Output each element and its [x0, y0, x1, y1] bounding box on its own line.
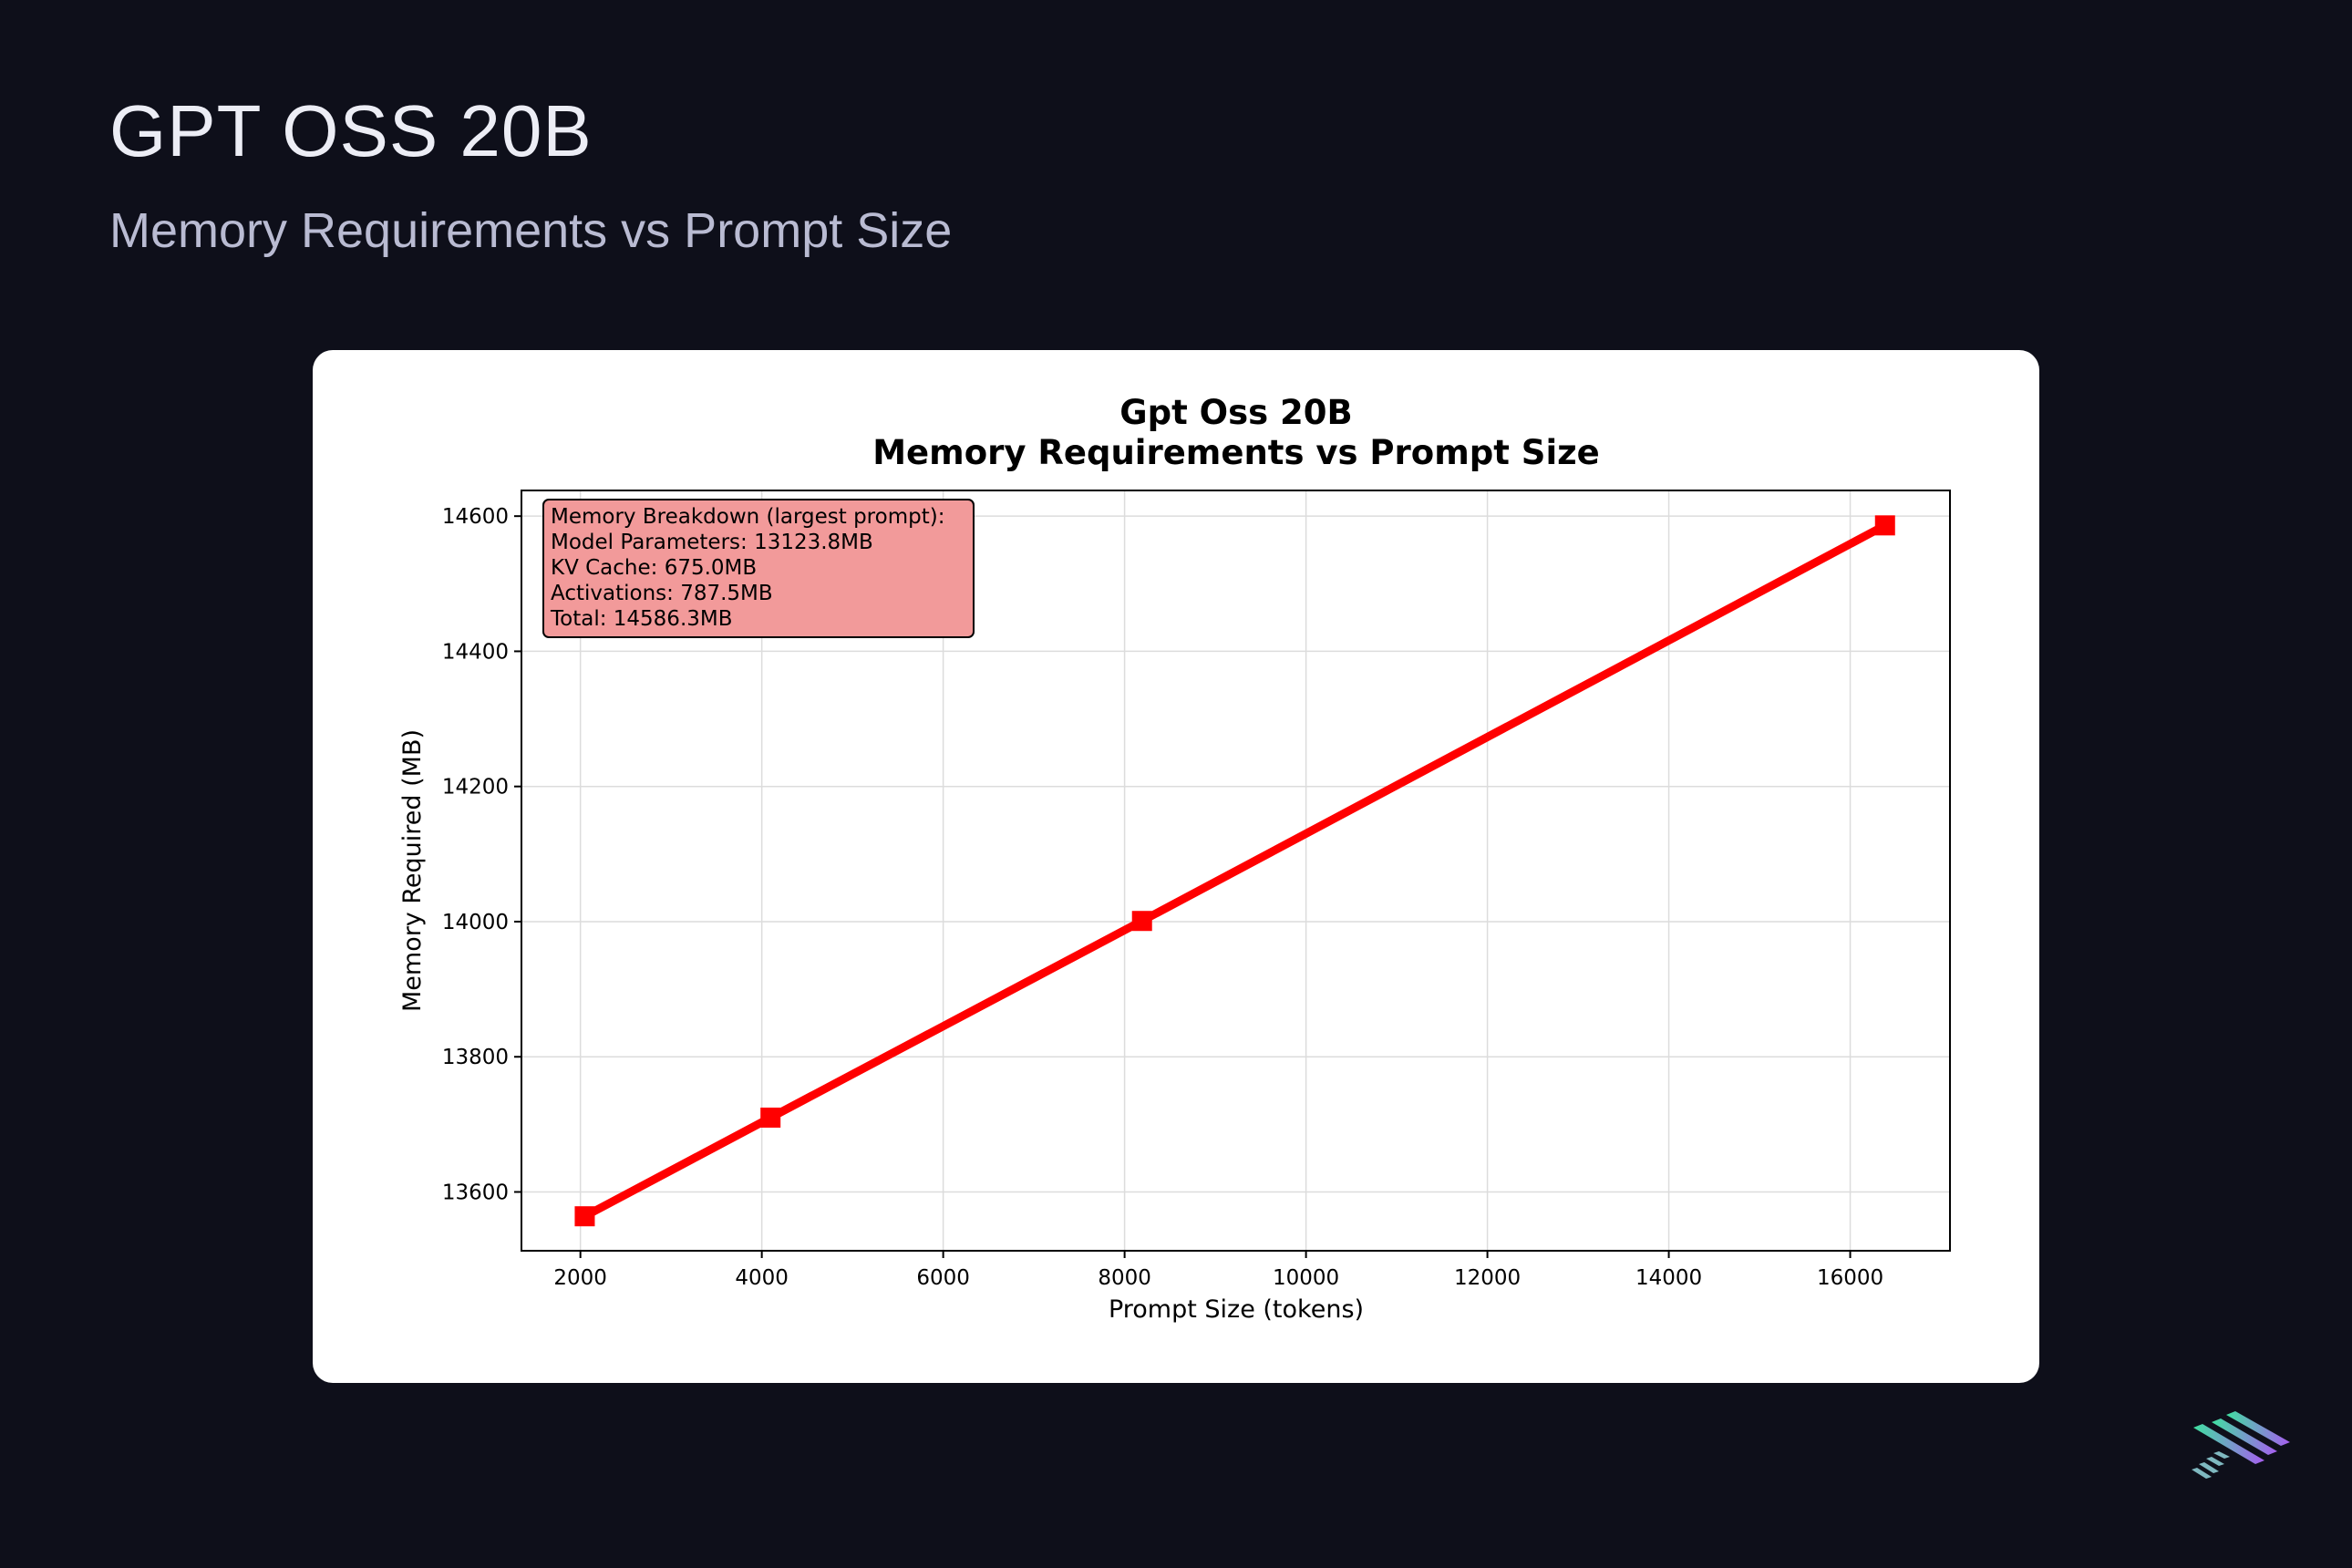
- x-axis-label: Prompt Size (tokens): [1109, 1295, 1364, 1324]
- y-tick-label: 14400: [442, 640, 509, 664]
- annotation-line-5: Total: 14586.3MB: [550, 607, 733, 631]
- page-title: GPT OSS 20B: [109, 90, 593, 171]
- x-tick-label: 12000: [1454, 1266, 1521, 1290]
- grid-layer: [521, 490, 1950, 1251]
- data-point-marker: [1874, 515, 1895, 536]
- annotation-line-2: Model Parameters: 13123.8MB: [551, 531, 873, 554]
- y-tick-label: 13800: [442, 1046, 509, 1069]
- x-tick-label: 6000: [916, 1266, 970, 1290]
- page-subtitle: Memory Requirements vs Prompt Size: [109, 203, 953, 258]
- y-tick-label: 14200: [442, 776, 509, 799]
- stripes-logo-icon: [2192, 1411, 2290, 1479]
- chart-title-line-2: Memory Requirements vs Prompt Size: [872, 433, 1600, 472]
- y-tick-label: 14000: [442, 911, 509, 934]
- annotation-line-4: Activations: 787.5MB: [551, 582, 773, 605]
- data-point-marker: [760, 1107, 781, 1128]
- y-tick-label: 14600: [442, 505, 509, 529]
- y-tick-label: 13600: [442, 1181, 509, 1205]
- x-tick-label: 4000: [735, 1266, 789, 1290]
- annotation-line-3: KV Cache: 675.0MB: [551, 556, 757, 580]
- x-tick-label: 2000: [553, 1266, 607, 1290]
- x-tick-label: 8000: [1098, 1266, 1151, 1290]
- plot-frame: [521, 490, 1951, 1252]
- y-axis-label: Memory Required (MB): [398, 729, 427, 1012]
- annotation-line-1: Memory Breakdown (largest prompt):: [551, 505, 944, 529]
- chart-title-line-1: Gpt Oss 20B: [1119, 393, 1353, 432]
- series-layer: [574, 515, 1895, 1227]
- data-point-marker: [574, 1206, 595, 1227]
- line-chart: 2000 4000 6000 8000 10000 12000 14000 16000 136…: [398, 393, 1951, 1324]
- x-tick-label: 16000: [1817, 1266, 1883, 1290]
- annotation-box: [542, 499, 975, 638]
- memory-breakdown-annotation: Memory Breakdown (largest prompt): Model…: [542, 499, 975, 638]
- x-tick-label: 10000: [1273, 1266, 1339, 1290]
- y-axis-ticks: 13600 13800 14000 14200 14400 14600: [442, 505, 521, 1205]
- series-line: [580, 521, 1890, 1221]
- chart-card: 2000 4000 6000 8000 10000 12000 14000 16000 136…: [313, 350, 2039, 1383]
- x-tick-label: 14000: [1635, 1266, 1702, 1290]
- data-point-marker: [1131, 911, 1152, 932]
- x-axis-ticks: 2000 4000 6000 8000 10000 12000 14000 16000: [553, 1251, 1883, 1290]
